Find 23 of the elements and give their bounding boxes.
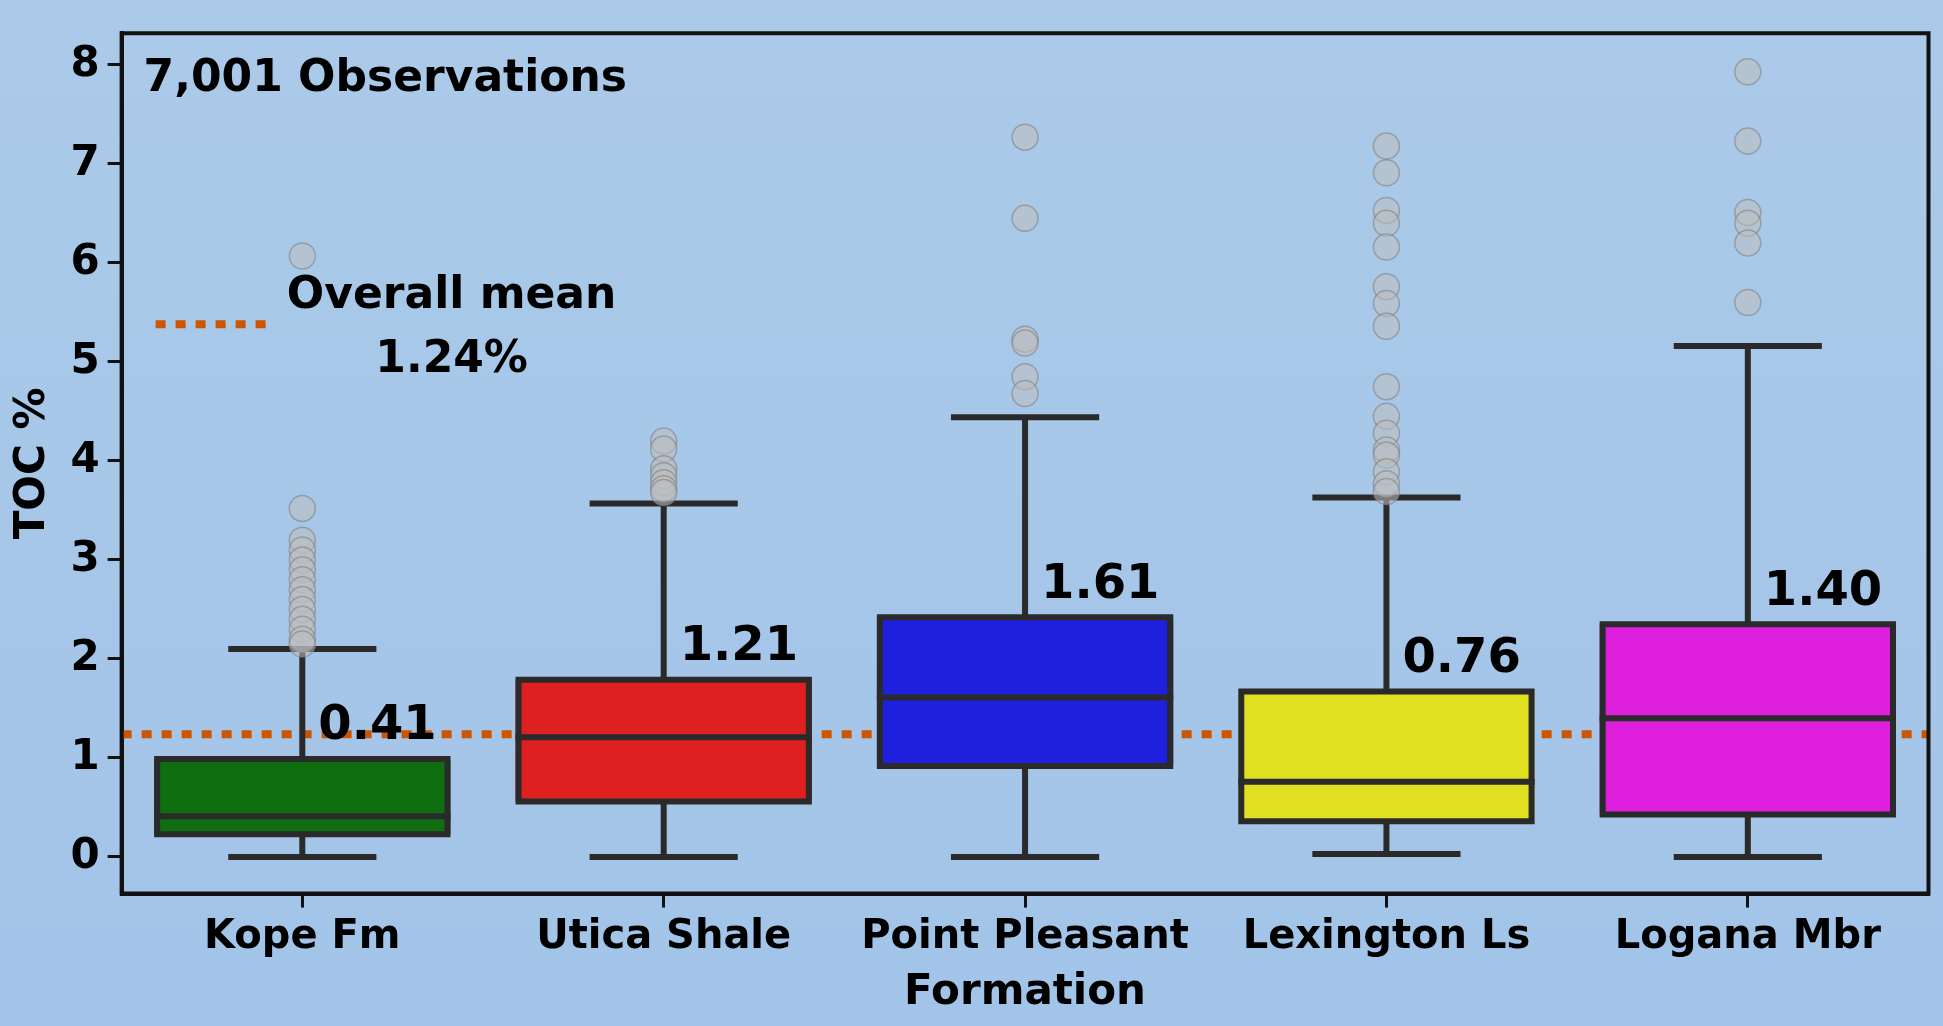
- text: 0.41: [318, 694, 437, 751]
- x-tick-label: Logana Mbr: [1614, 910, 1882, 957]
- x-axis-title: Formation: [904, 964, 1147, 1014]
- y-tick-label: 3: [70, 531, 100, 581]
- x-tick-label: Utica Shale: [536, 910, 792, 957]
- text: 1.61: [1041, 552, 1160, 609]
- y-tick-label: 2: [70, 630, 100, 680]
- y-tick-label: 6: [70, 234, 100, 284]
- text: 1.40: [1763, 559, 1883, 616]
- annotation: 7,001 Observations: [143, 49, 627, 101]
- x-tick-label: Point Pleasant: [861, 910, 1189, 957]
- y-tick-label: 4: [70, 432, 100, 482]
- y-tick-label: 1: [70, 729, 100, 779]
- text: 1.21: [679, 615, 799, 672]
- legend-label: Overall mean 1.24%: [286, 266, 617, 382]
- x-tick-label: Lexington Ls: [1242, 910, 1531, 957]
- x-tick-label: Kope Fm: [204, 910, 401, 957]
- y-axis-title: TOC %: [5, 387, 55, 540]
- y-tick-label: 5: [70, 333, 100, 383]
- text: 0.76: [1402, 627, 1521, 684]
- y-tick-label: 8: [70, 36, 100, 86]
- y-tick-label: 7: [70, 135, 100, 185]
- y-tick-label: 0: [70, 828, 100, 878]
